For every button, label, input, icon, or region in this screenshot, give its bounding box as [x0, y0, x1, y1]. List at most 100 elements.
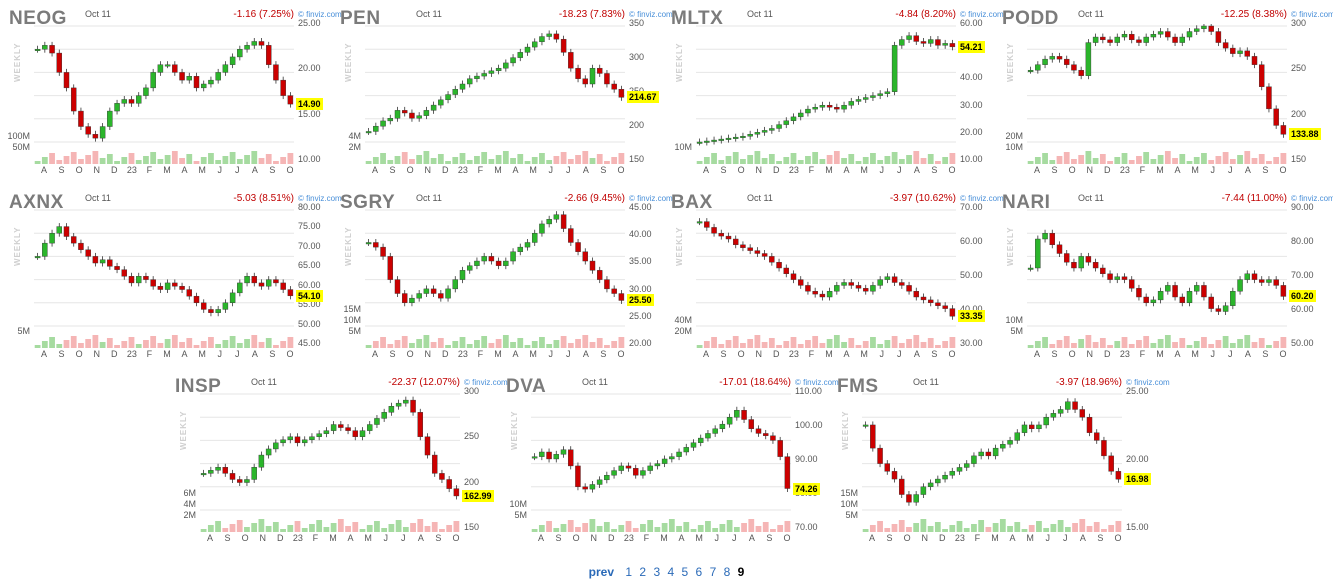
volume-bar: [437, 338, 444, 348]
page-link-7[interactable]: 7: [709, 565, 717, 579]
candle: [172, 282, 178, 287]
ticker-symbol[interactable]: PEN: [340, 8, 381, 29]
month-tick: 23: [623, 533, 634, 543]
ticker-symbol[interactable]: MLTX: [671, 8, 724, 29]
stock-chart-fms[interactable]: FMS Oct 11 -3.97 (18.96%) © finviz.com WEEKL…: [828, 370, 1170, 548]
candle: [244, 276, 250, 284]
candle: [683, 447, 690, 453]
volume-bar: [906, 339, 912, 348]
volume-bar: [78, 159, 84, 164]
volume-bar: [999, 519, 1006, 532]
month-tick: D: [111, 349, 118, 359]
volume-bar: [934, 522, 941, 532]
stock-chart-axnx[interactable]: AXNX Oct 11 -5.03 (8.51%) © finviz.com WEEKL…: [0, 186, 342, 364]
stock-chart-mltx[interactable]: MLTX Oct 11 -4.84 (8.20%) © finviz.com WEEKL…: [662, 2, 1004, 180]
page-link-3[interactable]: 3: [653, 565, 661, 579]
source-label[interactable]: © finviz.com: [795, 378, 839, 387]
month-tick: S: [1262, 165, 1269, 175]
month-tick: S: [389, 349, 396, 359]
volume-bar: [294, 521, 301, 532]
ticker-symbol[interactable]: SGRY: [340, 192, 396, 213]
candle: [618, 293, 625, 301]
page-link-4[interactable]: 4: [667, 565, 675, 579]
ticker-symbol[interactable]: AXNX: [9, 192, 64, 213]
price-axis: 300 250 200 150: [464, 370, 494, 540]
candle: [726, 417, 733, 425]
candle: [539, 36, 545, 43]
source-label[interactable]: © finviz.com: [960, 10, 1004, 19]
page-link-5[interactable]: 5: [681, 565, 689, 579]
source-label[interactable]: © finviz.com: [298, 194, 342, 203]
candle: [1049, 233, 1056, 246]
source-label[interactable]: © finviz.com: [629, 194, 673, 203]
candle: [374, 418, 380, 425]
candle: [1078, 69, 1084, 76]
month-axis: A S O N D 23 F M A M J J A S O: [365, 349, 625, 361]
candle: [761, 130, 768, 133]
ticker-symbol[interactable]: INSP: [175, 376, 222, 397]
ticker-symbol[interactable]: NEOG: [9, 8, 67, 29]
month-tick: A: [347, 533, 354, 543]
stock-chart-nari[interactable]: NARI Oct 11 -7.44 (11.00%) © finviz.com WEEK…: [993, 186, 1333, 364]
volume-bar: [387, 344, 394, 348]
month-tick: M: [329, 533, 337, 543]
stock-chart-insp[interactable]: INSP Oct 11 -22.37 (12.07%) © finviz.com WEE…: [166, 370, 508, 548]
ticker-symbol[interactable]: FMS: [837, 376, 879, 397]
page-link-6[interactable]: 6: [695, 565, 703, 579]
source-label[interactable]: © finviz.com: [1291, 10, 1333, 19]
volume-bar: [726, 520, 733, 532]
volume-bar: [560, 152, 567, 164]
volume-bar: [1114, 341, 1121, 348]
volume-bar: [365, 345, 372, 348]
stock-chart-bax[interactable]: BAX Oct 11 -3.97 (10.62%) © finviz.com WEEKL…: [662, 186, 1004, 364]
candle: [179, 72, 185, 81]
source-label[interactable]: © finviz.com: [629, 10, 673, 19]
month-tick: S: [600, 165, 607, 175]
volume-bar: [171, 335, 178, 348]
candle: [99, 259, 106, 264]
stock-chart-dva[interactable]: DVA Oct 11 -17.01 (18.64%) © finviz.com WEEK…: [497, 370, 839, 548]
month-axis: A S O N D 23 F M A M J J A S O: [200, 533, 460, 545]
volume-bar: [430, 158, 437, 164]
page-link-2[interactable]: 2: [639, 565, 647, 579]
prev-page-link[interactable]: prev: [588, 565, 615, 579]
source-label[interactable]: © finviz.com: [1291, 194, 1333, 203]
volume-bar: [135, 344, 142, 348]
stock-chart-neog[interactable]: NEOG Oct 11 -1.16 (7.25%) © finviz.com WEEKL…: [0, 2, 341, 180]
month-tick: N: [921, 533, 928, 543]
candle: [747, 134, 753, 137]
month-tick: M: [1156, 165, 1164, 175]
candle: [762, 433, 769, 436]
candle: [589, 260, 596, 271]
price-svg: [200, 393, 460, 532]
stock-chart-sgry[interactable]: SGRY Oct 11 -2.66 (9.45%) © finviz.com WEEKL…: [331, 186, 673, 364]
month-tick: O: [617, 349, 625, 359]
ticker-symbol[interactable]: NARI: [1002, 192, 1051, 213]
candle: [1273, 279, 1279, 286]
candle: [582, 486, 588, 490]
volume-bar: [718, 160, 725, 164]
candle: [143, 87, 149, 96]
volume-bar: [956, 521, 963, 532]
candle: [452, 89, 459, 95]
candle: [877, 279, 883, 286]
volume-bar: [1251, 342, 1258, 348]
price-axis-tick: 20.00: [960, 126, 983, 137]
stock-chart-pen[interactable]: PEN Oct 11 -18.23 (7.83%) © finviz.com WEEKL…: [331, 2, 673, 180]
source-label[interactable]: © finviz.com: [1126, 378, 1170, 387]
source-label[interactable]: © finviz.com: [960, 194, 1004, 203]
candle: [855, 99, 862, 102]
candle: [446, 479, 452, 489]
ticker-symbol[interactable]: PODD: [1002, 8, 1059, 29]
candle: [704, 221, 710, 228]
ticker-symbol[interactable]: DVA: [506, 376, 547, 397]
volume-bar: [481, 336, 488, 348]
source-label[interactable]: © finviz.com: [464, 378, 508, 387]
source-label[interactable]: © finviz.com: [298, 10, 342, 19]
page-link-1[interactable]: 1: [625, 565, 633, 579]
volume-bar: [157, 159, 164, 164]
month-tick: D: [1104, 165, 1111, 175]
stock-chart-podd[interactable]: PODD Oct 11 -12.25 (8.38%) © finviz.com WEEK…: [993, 2, 1333, 180]
page-link-8[interactable]: 8: [723, 565, 731, 579]
ticker-symbol[interactable]: BAX: [671, 192, 713, 213]
